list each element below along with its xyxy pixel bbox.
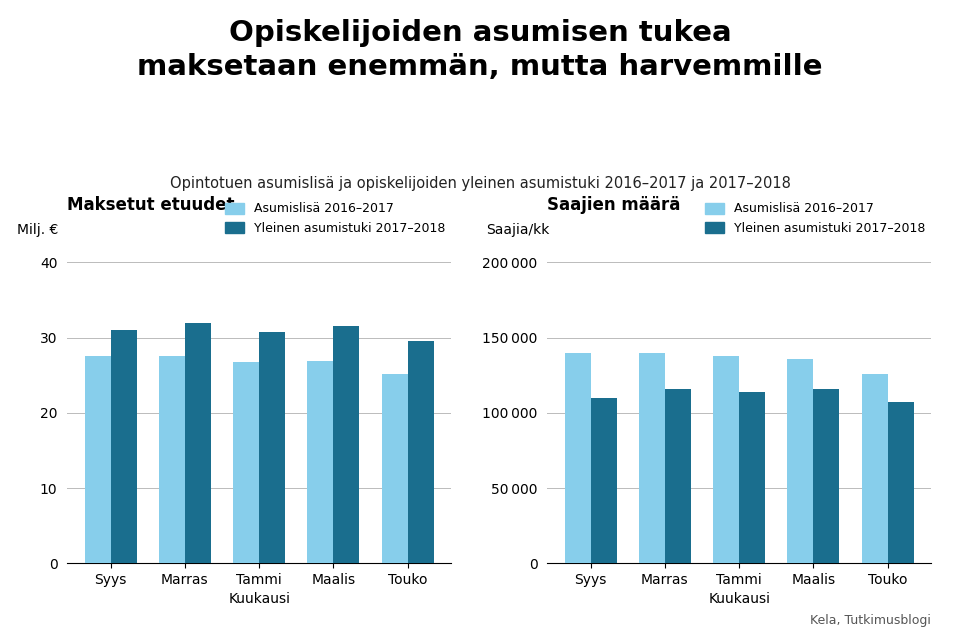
Text: Saajien määrä: Saajien määrä: [547, 196, 681, 214]
Bar: [888, 403, 914, 563]
Bar: [639, 353, 665, 563]
Text: Saajia/kk: Saajia/kk: [486, 223, 549, 237]
Bar: [739, 392, 765, 563]
Text: Maksetut etuudet: Maksetut etuudet: [67, 196, 234, 214]
X-axis label: Kuukausi: Kuukausi: [708, 593, 770, 607]
Bar: [862, 374, 888, 563]
Bar: [159, 356, 185, 563]
Bar: [408, 341, 434, 563]
Bar: [185, 323, 211, 563]
Text: Opiskelijoiden asumisen tukea
maksetaan enemmän, mutta harvemmille: Opiskelijoiden asumisen tukea maksetaan …: [137, 19, 823, 81]
Bar: [333, 326, 359, 563]
Bar: [84, 356, 110, 563]
Text: Milj. €: Milj. €: [17, 223, 59, 237]
Bar: [382, 374, 408, 563]
Legend: Asumislisä 2016–2017, Yleinen asumistuki 2017–2018: Asumislisä 2016–2017, Yleinen asumistuki…: [225, 202, 444, 235]
Bar: [110, 330, 136, 563]
Bar: [307, 361, 333, 563]
X-axis label: Kuukausi: Kuukausi: [228, 593, 290, 607]
Bar: [813, 388, 839, 563]
Bar: [233, 362, 259, 563]
Text: Opintotuen asumislisä ja opiskelijoiden yleinen asumistuki 2016–2017 ja 2017–201: Opintotuen asumislisä ja opiskelijoiden …: [170, 176, 790, 191]
Bar: [665, 390, 691, 563]
Bar: [259, 332, 285, 563]
Bar: [564, 353, 590, 563]
Bar: [590, 397, 616, 563]
Bar: [713, 356, 739, 563]
Bar: [787, 360, 813, 563]
Text: Kela, Tutkimusblogi: Kela, Tutkimusblogi: [810, 614, 931, 627]
Legend: Asumislisä 2016–2017, Yleinen asumistuki 2017–2018: Asumislisä 2016–2017, Yleinen asumistuki…: [705, 202, 924, 235]
